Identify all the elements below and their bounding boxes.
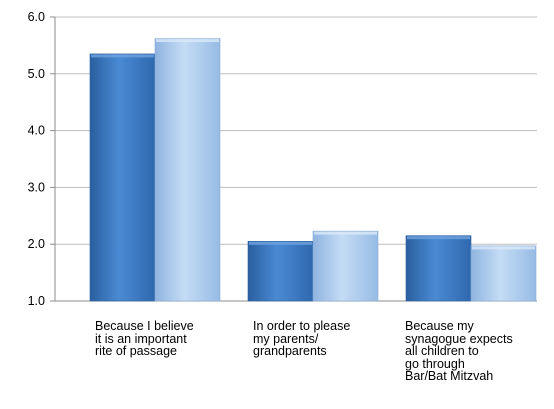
bar-series-1-cat-2 bbox=[247, 241, 314, 302]
y-tick-label: 1.0 bbox=[28, 294, 45, 308]
y-tick-label: 4.0 bbox=[28, 124, 45, 138]
bar-highlight bbox=[249, 241, 312, 245]
bars bbox=[89, 38, 537, 302]
bar-series-2-cat-3 bbox=[470, 245, 537, 302]
bar-highlight bbox=[156, 39, 219, 43]
x-category-label: Because my synagogue expects all childre… bbox=[405, 319, 513, 383]
bar-series-1-cat-3 bbox=[405, 235, 472, 302]
bar-highlight bbox=[314, 231, 377, 235]
bar-series-2-cat-2 bbox=[312, 230, 379, 302]
y-tick-label: 2.0 bbox=[28, 237, 45, 251]
bar-highlight bbox=[91, 54, 154, 58]
y-tick-labels: 1.0 2.0 3.0 4.0 5.0 6.0 bbox=[28, 10, 45, 308]
x-category-label: Because I believe it is an important rit… bbox=[95, 319, 194, 358]
y-tick-label: 5.0 bbox=[28, 67, 45, 81]
bar-highlight bbox=[472, 246, 535, 250]
x-category-label: In order to please my parents/ grandpare… bbox=[253, 319, 351, 358]
y-tick-label: 3.0 bbox=[28, 180, 45, 194]
bar-series-2-cat-1 bbox=[154, 38, 221, 302]
bar-highlight bbox=[407, 236, 470, 240]
y-tick-label: 6.0 bbox=[28, 10, 45, 24]
bar-series-1-cat-1 bbox=[89, 53, 156, 302]
